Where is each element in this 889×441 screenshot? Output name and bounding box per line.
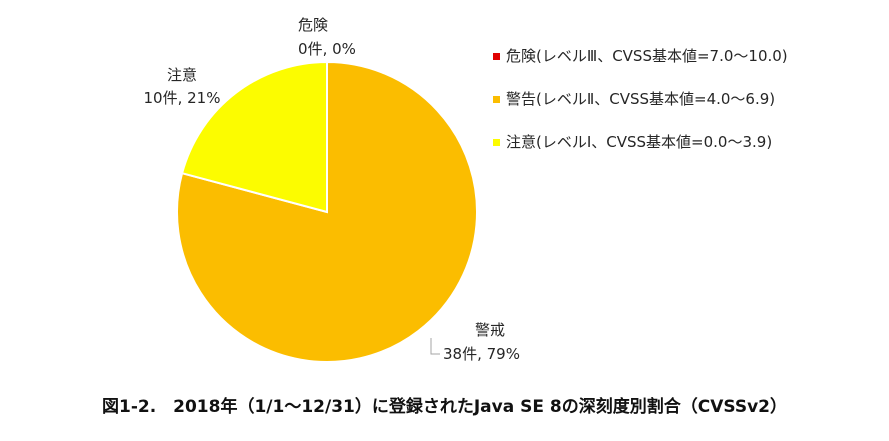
slice-name-keikai: 警戒 [475,321,505,339]
slice-name-kiken: 危険 [298,16,328,34]
figure-caption: 図1-2. 2018年（1/1～12/31）に登録されたJava SE 8の深刻… [101,397,787,417]
leader-line [430,338,440,355]
legend-label: 警告(レベルⅡ、CVSS基本値=4.0～6.9) [506,89,776,108]
slice-label-keikai: 38件, 79% [443,345,520,363]
legend-label: 注意(レベルⅠ、CVSS基本値=0.0～3.9) [506,132,773,151]
pie-slice-chui [180,60,328,214]
legend-label: 危険(レベルⅢ、CVSS基本値=7.0～10.0) [506,46,788,65]
chart-legend: 危険(レベルⅢ、CVSS基本値=7.0～10.0) 警告(レベルⅡ、CVSS基本… [493,46,788,175]
legend-swatch [493,95,500,103]
slice-label-kiken: 0件, 0% [298,40,356,58]
legend-item-chui: 注意(レベルⅠ、CVSS基本値=0.0～3.9) [493,132,788,152]
legend-item-kiken: 危険(レベルⅢ、CVSS基本値=7.0～10.0) [493,46,788,66]
slice-label-chui: 10件, 21% [144,89,221,107]
slice-name-chui: 注意 [167,66,197,84]
pie-slice-keikai [176,60,478,363]
legend-swatch [493,138,500,146]
legend-swatch [493,52,500,60]
legend-item-keikoku: 警告(レベルⅡ、CVSS基本値=4.0～6.9) [493,89,788,109]
